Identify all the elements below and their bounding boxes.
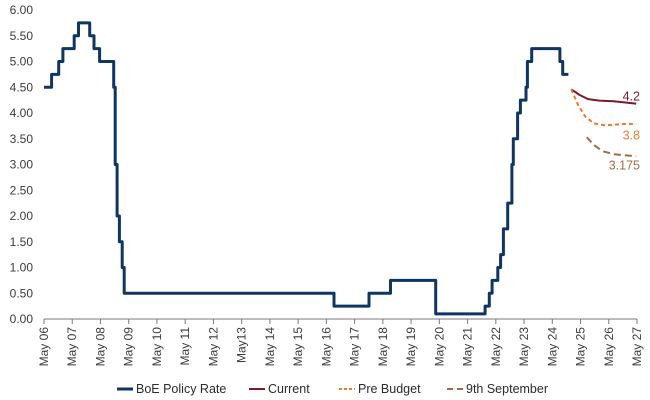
y-tick-label: 5.50: [10, 29, 34, 43]
x-tick-label: May 25: [574, 327, 588, 367]
data-annotations: 4.2 3.8 3.175: [609, 90, 640, 173]
x-tick-label: May 21: [461, 327, 475, 367]
x-axis-tick-labels: May 06 May 07 May 08 May 09 May 10 May 11 May …: [37, 319, 644, 366]
legend-label: 9th September: [466, 382, 548, 396]
y-tick-label: 3.00: [10, 158, 34, 172]
x-tick-label: May 07: [65, 327, 79, 367]
y-tick-label: 5.00: [10, 55, 34, 69]
y-tick-label: 4.50: [10, 80, 34, 94]
data-label: 3.8: [623, 128, 640, 142]
x-tick-label: May 18: [376, 327, 390, 367]
x-tick-label: May 15: [291, 327, 305, 367]
x-tick-label: May 11: [178, 327, 192, 366]
series-line-9th-september: [585, 136, 637, 158]
x-tick-label: May13: [235, 327, 249, 363]
legend-item: 9th September: [447, 382, 548, 396]
legend: BoE Policy Rate Current Pre Budget 9th Sept…: [117, 382, 548, 396]
x-tick-label: May 24: [545, 327, 559, 367]
series-line-current: [570, 88, 637, 105]
x-tick-label: May 20: [432, 327, 446, 367]
series-lines: [44, 21, 637, 316]
y-tick-label: 4.00: [10, 106, 34, 120]
y-tick-label: 1.00: [10, 261, 34, 275]
x-tick-label: May 19: [404, 327, 418, 367]
legend-item: BoE Policy Rate: [117, 382, 226, 396]
legend-label: BoE Policy Rate: [136, 382, 226, 396]
x-tick-label: May 12: [206, 327, 220, 367]
legend-item: Current: [249, 382, 310, 396]
legend-label: Current: [268, 382, 310, 396]
legend-item: Pre Budget: [339, 382, 421, 396]
y-tick-label: 2.50: [10, 183, 34, 197]
y-tick-label: 6.00: [10, 3, 34, 17]
legend-label: Pre Budget: [358, 382, 421, 396]
series-line-boe-policy-rate: [44, 21, 569, 316]
y-tick-label: 1.50: [10, 235, 34, 249]
x-tick-label: May 16: [319, 327, 333, 367]
data-label: 4.2: [623, 90, 640, 104]
y-tick-label: 3.50: [10, 132, 34, 146]
x-tick-label: May 17: [348, 327, 362, 367]
x-tick-label: May 06: [37, 327, 51, 367]
x-tick-label: May 09: [122, 327, 136, 367]
x-tick-label: May 26: [602, 327, 616, 367]
x-tick-label: May 10: [150, 327, 164, 367]
y-tick-label: 0.00: [10, 312, 34, 326]
data-label: 3.175: [609, 158, 640, 172]
y-axis-tick-labels: 0.00 0.50 1.00 1.50 2.00 2.50 3.00 3.50 4.00 4.50…: [10, 3, 34, 326]
y-tick-label: 0.50: [10, 286, 34, 300]
x-tick-label: May 22: [489, 327, 503, 367]
y-tick-label: 2.00: [10, 209, 34, 223]
x-tick-label: May 14: [263, 327, 277, 367]
x-tick-label: May 08: [93, 327, 107, 367]
x-tick-label: May 23: [517, 327, 531, 367]
x-tick-label: May 27: [630, 327, 644, 367]
